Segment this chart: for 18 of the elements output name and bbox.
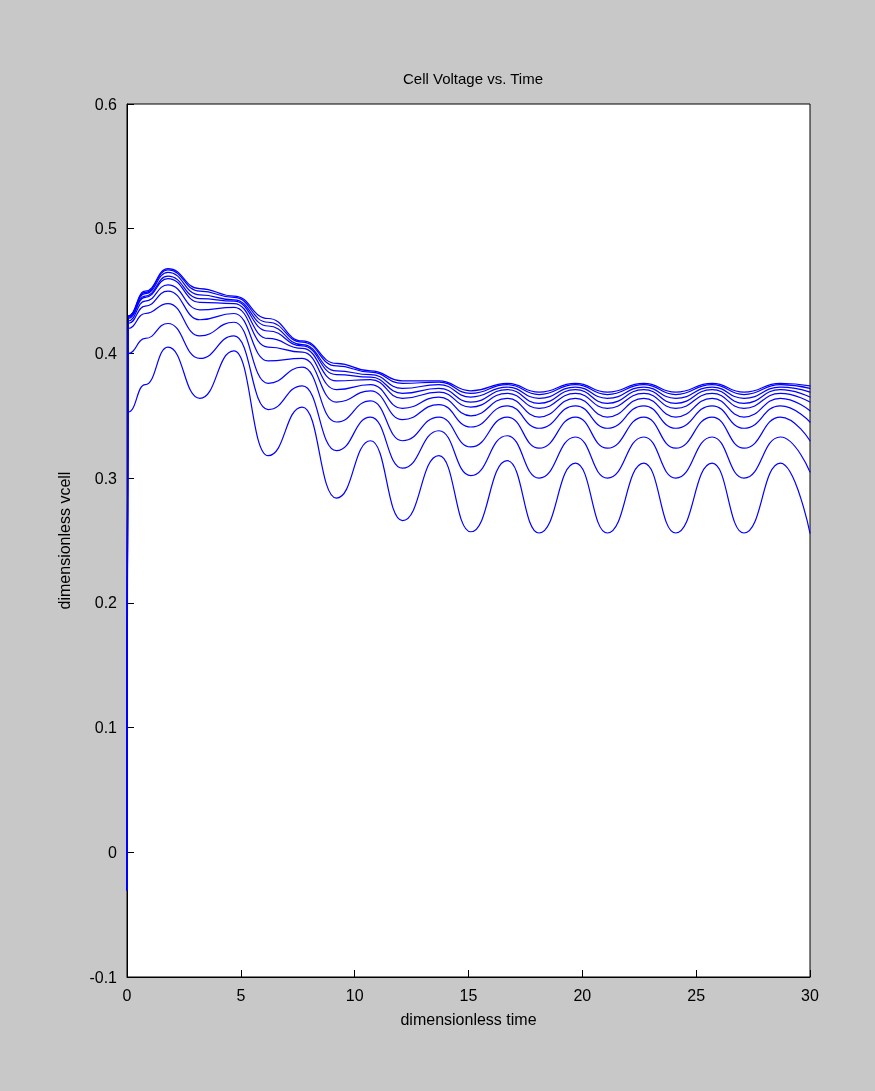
x-tick-label: 20 [573,986,592,1004]
x-tick-label: 30 [801,986,819,1004]
y-tick-label: 0.6 [94,95,118,113]
y-tick-label: -0.1 [89,968,118,986]
x-tick-label: 0 [122,986,132,1004]
y-tick-label: 0.3 [94,469,118,487]
x-tick-label: 25 [687,986,706,1004]
y-tick-label: 0.2 [94,594,118,612]
y-axis-title: dimensionless vcell [55,471,73,610]
y-tick-label: 0.4 [94,344,118,362]
x-axis-title: dimensionless time [400,1010,537,1028]
y-tick-label: 0.5 [94,220,118,238]
y-tick-label: 0 [108,843,118,861]
x-tick-label: 15 [459,986,478,1004]
y-tick-label: 0.1 [94,719,118,737]
x-tick-label: 5 [236,986,246,1004]
chart-title: Cell Voltage vs. Time [402,70,544,87]
x-tick-label: 10 [345,986,364,1004]
